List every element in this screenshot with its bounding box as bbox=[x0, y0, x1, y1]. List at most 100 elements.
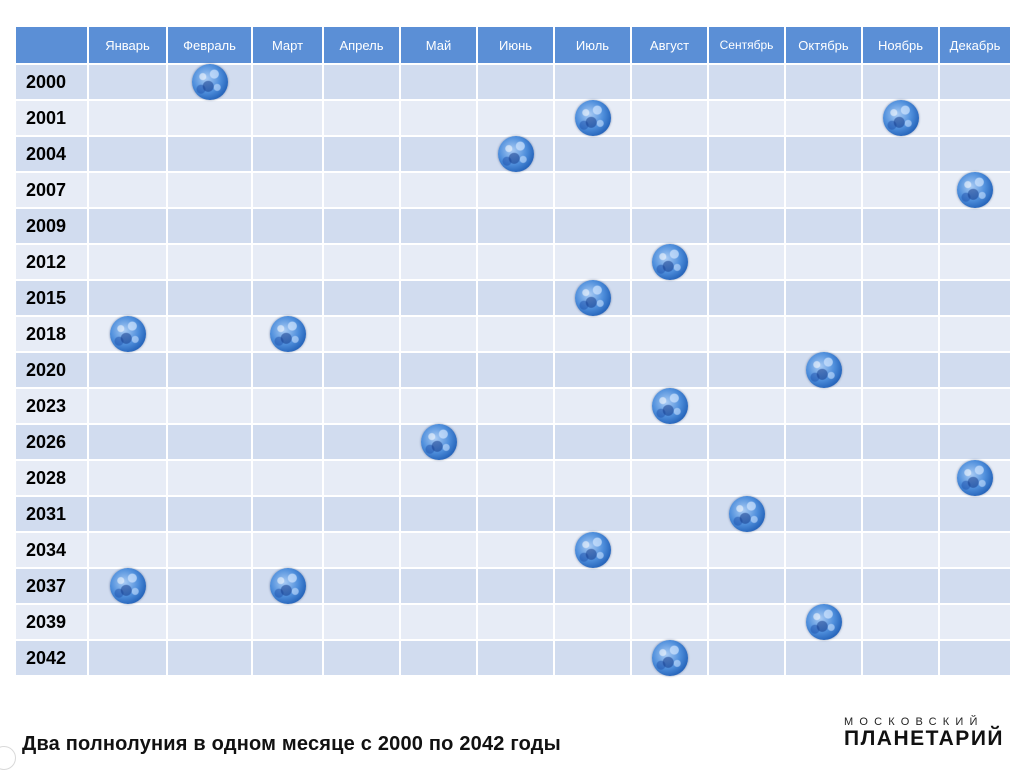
month-cell bbox=[553, 135, 632, 173]
month-cell bbox=[938, 279, 1012, 317]
month-cell bbox=[251, 603, 324, 641]
full-moon-icon bbox=[109, 568, 146, 604]
month-cell bbox=[553, 243, 632, 281]
month-cell bbox=[553, 459, 632, 497]
month-cell bbox=[322, 459, 401, 497]
full-moon-icon bbox=[574, 280, 611, 316]
table-row: 2026 bbox=[14, 423, 1012, 461]
month-cell bbox=[87, 531, 168, 569]
month-cell bbox=[938, 63, 1012, 101]
month-cell bbox=[322, 567, 401, 605]
month-cell bbox=[630, 63, 709, 101]
month-cell bbox=[630, 639, 709, 677]
month-cell bbox=[476, 99, 555, 137]
month-cell bbox=[784, 603, 863, 641]
month-cell bbox=[476, 459, 555, 497]
year-label: 2007 bbox=[14, 171, 89, 209]
month-cell bbox=[251, 387, 324, 425]
month-cell bbox=[784, 99, 863, 137]
month-cell bbox=[251, 279, 324, 317]
month-header: Июль bbox=[553, 25, 632, 65]
month-cell bbox=[707, 387, 786, 425]
month-cell bbox=[476, 63, 555, 101]
month-cell bbox=[861, 243, 940, 281]
year-label: 2039 bbox=[14, 603, 89, 641]
full-moon-icon bbox=[420, 424, 457, 460]
blue-moon-table: Январь Февраль Март Апрель Май Июнь Июль Август… bbox=[14, 25, 1012, 677]
full-moon-icon bbox=[497, 136, 534, 172]
month-cell bbox=[166, 99, 253, 137]
month-cell bbox=[166, 207, 253, 245]
year-label: 2001 bbox=[14, 99, 89, 137]
month-cell bbox=[251, 243, 324, 281]
month-cell bbox=[166, 243, 253, 281]
month-cell bbox=[322, 279, 401, 317]
month-cell bbox=[784, 459, 863, 497]
month-header: Сентябрь bbox=[707, 25, 786, 65]
table-row: 2018 bbox=[14, 315, 1012, 353]
month-cell bbox=[707, 639, 786, 677]
table-row: 2034 bbox=[14, 531, 1012, 569]
month-cell bbox=[251, 495, 324, 533]
month-cell bbox=[399, 423, 478, 461]
month-cell bbox=[322, 135, 401, 173]
month-cell bbox=[251, 351, 324, 389]
month-cell bbox=[630, 387, 709, 425]
month-cell bbox=[553, 351, 632, 389]
month-cell bbox=[707, 603, 786, 641]
month-cell bbox=[322, 639, 401, 677]
month-cell bbox=[938, 459, 1012, 497]
year-label: 2004 bbox=[14, 135, 89, 173]
month-cell bbox=[322, 531, 401, 569]
full-moon-icon bbox=[191, 64, 228, 100]
year-label: 2000 bbox=[14, 63, 89, 101]
year-label: 2009 bbox=[14, 207, 89, 245]
month-cell bbox=[87, 567, 168, 605]
month-cell bbox=[166, 351, 253, 389]
month-cell bbox=[166, 387, 253, 425]
month-cell bbox=[399, 279, 478, 317]
month-header: Февраль bbox=[166, 25, 253, 65]
month-cell bbox=[251, 423, 324, 461]
year-label: 2037 bbox=[14, 567, 89, 605]
month-cell bbox=[251, 315, 324, 353]
month-cell bbox=[399, 243, 478, 281]
month-cell bbox=[553, 603, 632, 641]
year-label: 2020 bbox=[14, 351, 89, 389]
month-cell bbox=[399, 639, 478, 677]
month-cell bbox=[87, 279, 168, 317]
month-cell bbox=[251, 207, 324, 245]
month-cell bbox=[399, 135, 478, 173]
month-cell bbox=[322, 63, 401, 101]
month-cell bbox=[707, 315, 786, 353]
month-cell bbox=[476, 603, 555, 641]
month-cell bbox=[87, 207, 168, 245]
month-cell bbox=[166, 315, 253, 353]
month-cell bbox=[707, 135, 786, 173]
month-cell bbox=[251, 639, 324, 677]
full-moon-icon bbox=[957, 460, 993, 496]
month-cell bbox=[399, 99, 478, 137]
month-cell bbox=[87, 423, 168, 461]
month-cell bbox=[251, 531, 324, 569]
full-moon-icon bbox=[805, 604, 842, 640]
month-cell bbox=[476, 387, 555, 425]
month-cell bbox=[861, 279, 940, 317]
month-header: Август bbox=[630, 25, 709, 65]
month-cell bbox=[707, 99, 786, 137]
month-cell bbox=[861, 63, 940, 101]
month-cell bbox=[861, 135, 940, 173]
month-cell bbox=[707, 531, 786, 569]
month-cell bbox=[630, 423, 709, 461]
month-cell bbox=[87, 351, 168, 389]
month-cell bbox=[784, 351, 863, 389]
month-cell bbox=[784, 279, 863, 317]
month-cell bbox=[707, 207, 786, 245]
month-cell bbox=[399, 531, 478, 569]
month-cell bbox=[938, 207, 1012, 245]
month-cell bbox=[553, 207, 632, 245]
month-cell bbox=[166, 135, 253, 173]
table-row: 2012 bbox=[14, 243, 1012, 281]
month-cell bbox=[166, 495, 253, 533]
month-cell bbox=[476, 531, 555, 569]
